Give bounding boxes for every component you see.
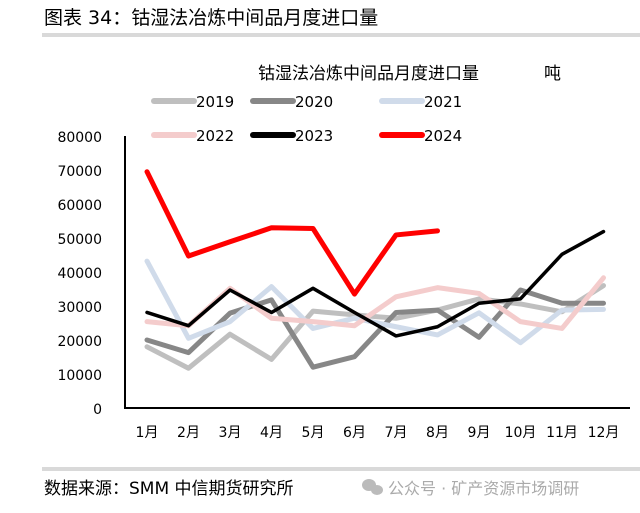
legend-item-2021: 2021	[379, 93, 462, 111]
legend-item-2019: 2019	[151, 93, 234, 111]
x-tick-label: 1月	[136, 425, 159, 441]
header-rule	[42, 33, 640, 37]
x-tick-label: 8月	[426, 425, 449, 441]
source-note: 数据来源：SMM 中信期货研究所	[44, 479, 294, 499]
x-tick-label: 11月	[546, 425, 578, 441]
series-lines	[144, 169, 606, 371]
x-tick-label: 6月	[343, 425, 366, 441]
series-line-2024	[144, 169, 440, 297]
y-tick-label: 10000	[57, 368, 102, 384]
series-line-2019	[144, 283, 606, 371]
chart-title: 钴湿法冶炼中间品月度进口量	[258, 64, 479, 84]
y-tick-label: 0	[93, 402, 102, 418]
x-tick-label: 4月	[260, 425, 283, 441]
legend: 2019 2020 2021 2022 2023 2024	[151, 93, 462, 145]
x-tick-label: 3月	[219, 425, 242, 441]
unit-label: 吨	[544, 64, 561, 84]
x-tick-label: 12月	[588, 425, 620, 441]
footer-rule	[42, 467, 640, 471]
legend-item-2023: 2023	[250, 127, 333, 145]
watermark: 公众号 · 矿产资源市场调研	[388, 479, 579, 498]
y-tick-label: 60000	[57, 198, 102, 214]
x-tick-label: 10月	[505, 425, 537, 441]
x-tick-label: 2月	[177, 425, 200, 441]
legend-label: 2024	[424, 127, 462, 145]
y-tick-label: 70000	[57, 164, 102, 180]
legend-item-2022: 2022	[151, 127, 234, 145]
legend-item-2024: 2024	[379, 127, 462, 145]
legend-label: 2023	[295, 127, 333, 145]
y-tick-label: 80000	[57, 130, 102, 146]
legend-item-2020: 2020	[250, 93, 333, 111]
y-axis: 0 10000 20000 30000 40000 50000 60000 70000 8000…	[57, 130, 102, 418]
legend-label: 2019	[196, 93, 234, 111]
figure-title: 图表 34：钴湿法冶炼中间品月度进口量	[44, 7, 378, 29]
legend-label: 2022	[196, 127, 234, 145]
x-axis: 1月 2月 3月 4月 5月 6月 7月 8月 9月 10月 11月 12月	[136, 425, 620, 441]
x-tick-label: 7月	[385, 425, 408, 441]
x-tick-label: 9月	[468, 425, 491, 441]
y-tick-label: 40000	[57, 266, 102, 282]
y-tick-label: 30000	[57, 300, 102, 316]
x-tick-label: 5月	[302, 425, 325, 441]
legend-label: 2021	[424, 93, 462, 111]
series-line-2023	[145, 229, 606, 338]
y-tick-label: 20000	[57, 334, 102, 350]
legend-label: 2020	[295, 93, 333, 111]
y-tick-label: 50000	[57, 232, 102, 248]
wechat-icon	[362, 479, 383, 495]
